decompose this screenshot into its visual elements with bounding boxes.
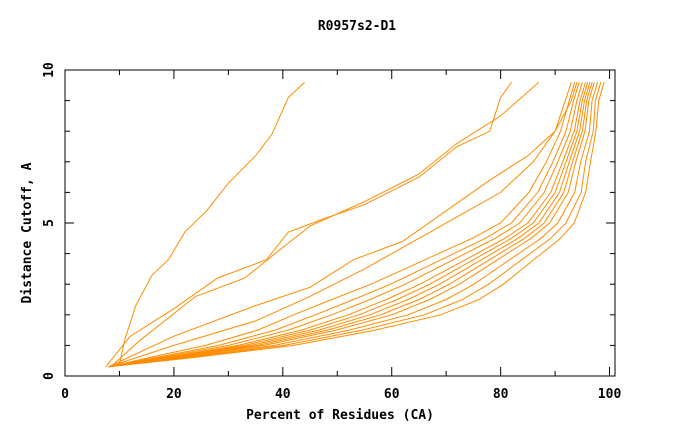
series-line-13 <box>108 82 595 368</box>
series-line-12 <box>108 82 593 368</box>
series-line-14 <box>108 82 599 368</box>
series-line-15 <box>108 82 602 368</box>
series-line-6 <box>108 82 576 368</box>
series-line-3 <box>113 81 540 365</box>
series-line-10 <box>108 82 589 368</box>
y-tick-label: 10 <box>42 62 57 78</box>
chart-title: R0957s2-D1 <box>318 19 396 34</box>
x-tick-label: 0 <box>61 387 69 402</box>
series-line-8 <box>108 82 583 368</box>
series-line-11 <box>108 82 591 368</box>
y-tick-label: 0 <box>42 372 57 380</box>
series-line-4 <box>108 82 578 368</box>
axes: 0 20 40 60 80 100 0 5 10 <box>42 62 621 402</box>
series-line-9 <box>108 82 587 368</box>
series-line-5 <box>108 82 572 368</box>
series-lines <box>105 81 605 368</box>
x-tick-label: 80 <box>493 387 509 402</box>
series-line-2 <box>105 81 512 368</box>
x-tick-label: 100 <box>598 387 622 402</box>
x-axis-label: Percent of Residues (CA) <box>246 408 434 423</box>
x-tick-label: 60 <box>384 387 400 402</box>
series-line-16 <box>108 82 605 368</box>
y-tick-label: 5 <box>42 219 57 227</box>
y-axis-label: Distance Cutoff, A <box>20 162 35 303</box>
series-line-1 <box>119 81 305 364</box>
x-tick-label: 40 <box>275 387 291 402</box>
series-line-7 <box>108 82 580 368</box>
x-tick-label: 20 <box>166 387 182 402</box>
